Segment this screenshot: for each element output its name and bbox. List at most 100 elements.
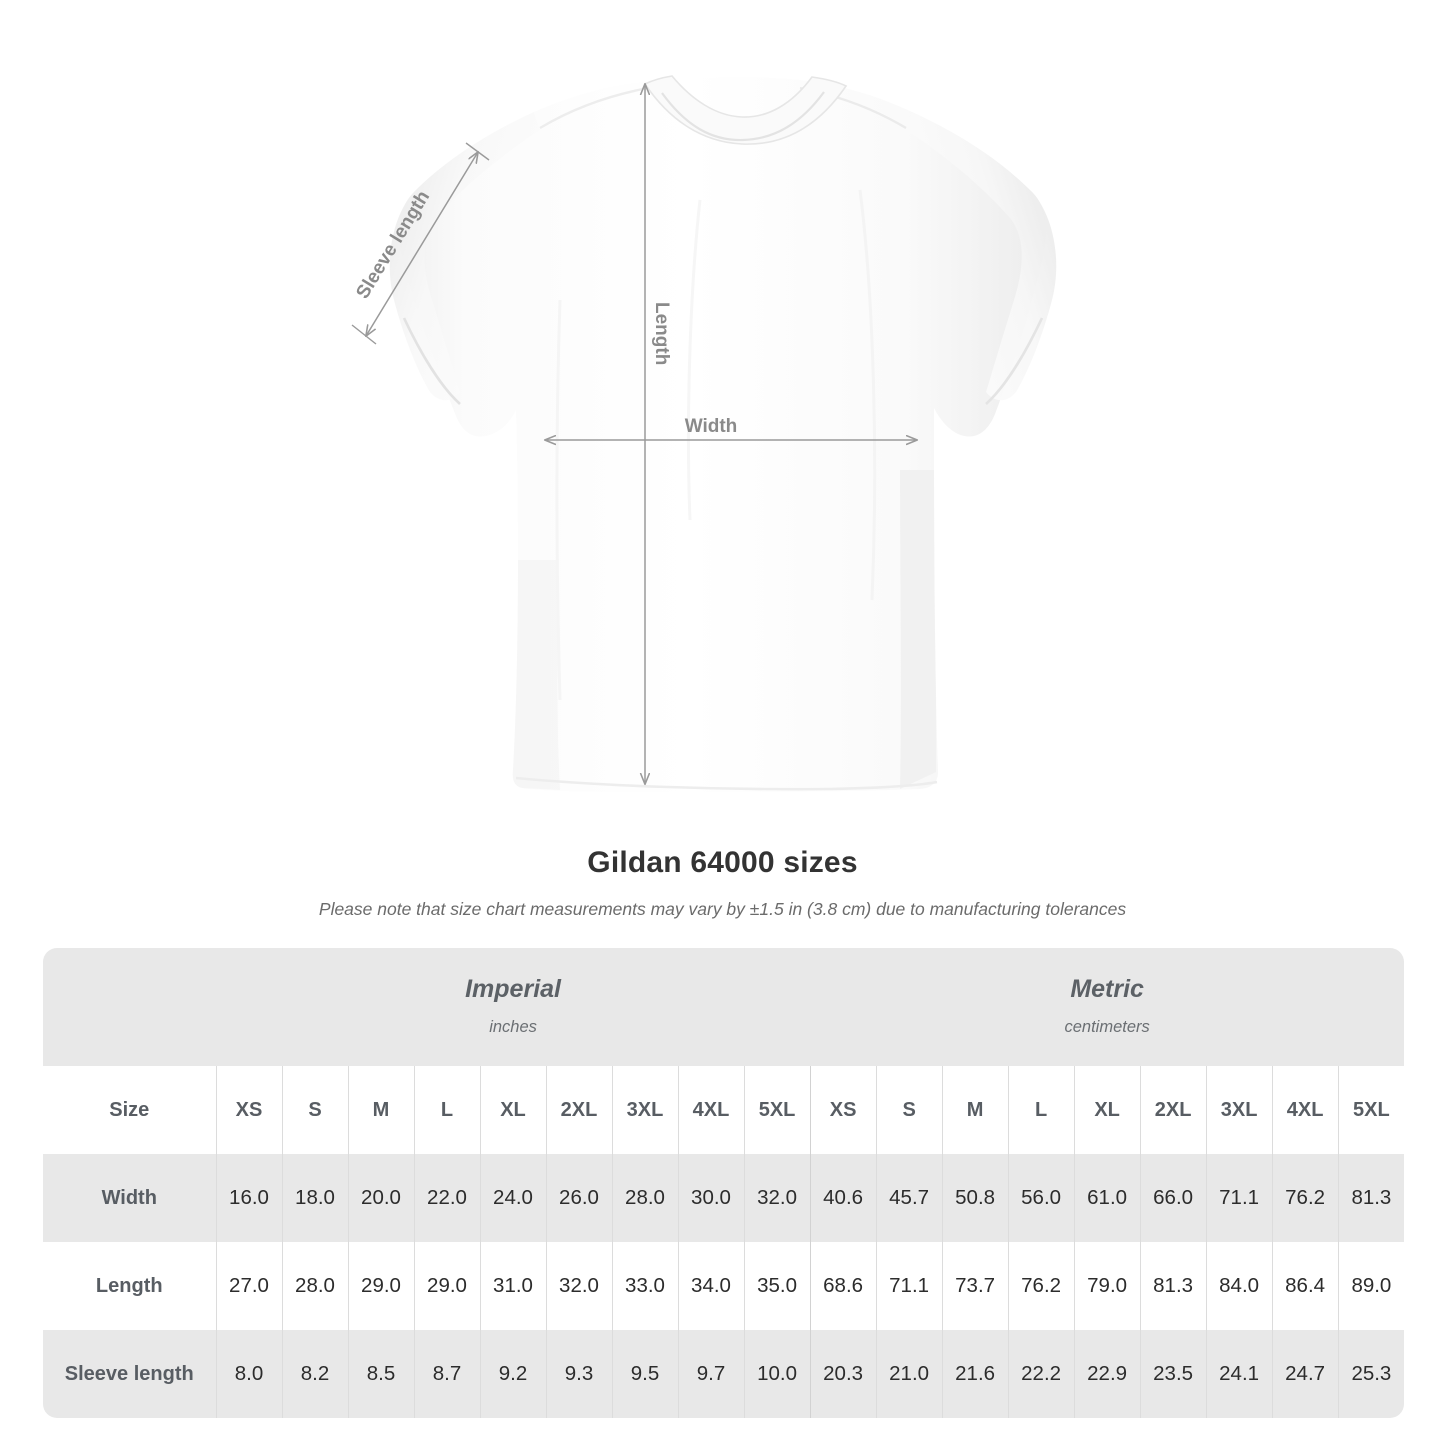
cell-length-imp-xs: 27.0 <box>215 1242 282 1330</box>
tolerance-note: Please note that size chart measurements… <box>318 899 1127 919</box>
table-row: Length 27.0 28.0 29.0 29.0 31.0 32.0 33.… <box>43 1242 1405 1330</box>
cell-sleeve-met-3xl: 24.1 <box>1205 1330 1273 1418</box>
cell-sleeve-imp-s: 8.2 <box>281 1330 348 1418</box>
cell-length-met-xl: 79.0 <box>1073 1242 1141 1330</box>
cell-sleeve-met-2xl: 23.5 <box>1139 1330 1207 1418</box>
metric-title: Metric <box>1070 975 1144 1003</box>
cell-width-met-5xl: 81.3 <box>1337 1154 1405 1242</box>
tshirt-hem <box>515 776 938 791</box>
cell-width-met-4xl: 76.2 <box>1271 1154 1339 1242</box>
col-header-imp-m: M <box>347 1066 414 1154</box>
cell-width-met-l: 56.0 <box>1007 1154 1075 1242</box>
cell-sleeve-met-xl: 22.9 <box>1073 1330 1141 1418</box>
col-header-imp-s: S <box>281 1066 348 1154</box>
col-header-imp-5xl: 5XL <box>743 1066 811 1154</box>
table-row: Sleeve length 8.0 8.2 8.5 8.7 9.2 9.3 9.… <box>43 1330 1405 1418</box>
cell-length-met-5xl: 89.0 <box>1337 1242 1405 1330</box>
col-header-met-3xl: 3XL <box>1205 1066 1273 1154</box>
col-header-imp-2xl: 2XL <box>545 1066 612 1154</box>
cell-length-imp-5xl: 35.0 <box>743 1242 811 1330</box>
cell-length-imp-l: 29.0 <box>413 1242 480 1330</box>
cell-width-met-s: 45.7 <box>875 1154 943 1242</box>
cell-sleeve-imp-xl: 9.2 <box>479 1330 546 1418</box>
cell-width-met-m: 50.8 <box>941 1154 1009 1242</box>
col-header-imp-xl: XL <box>479 1066 546 1154</box>
col-header-met-4xl: 4XL <box>1271 1066 1339 1154</box>
cell-sleeve-imp-xs: 8.0 <box>215 1330 282 1418</box>
tshirt-measurement-diagram: Length Width Sleeve length <box>351 75 1057 793</box>
cell-length-imp-3xl: 33.0 <box>611 1242 678 1330</box>
cell-width-imp-l: 22.0 <box>413 1154 480 1242</box>
col-header-imp-3xl: 3XL <box>611 1066 678 1154</box>
cell-sleeve-imp-5xl: 10.0 <box>743 1330 811 1418</box>
row-label-sleeve-length: Sleeve length <box>43 1330 216 1418</box>
cell-length-met-l: 76.2 <box>1007 1242 1075 1330</box>
cell-length-met-m: 73.7 <box>941 1242 1009 1330</box>
cell-length-met-s: 71.1 <box>875 1242 943 1330</box>
tshirt-body-shape <box>399 77 1047 793</box>
col-header-met-l: L <box>1007 1066 1075 1154</box>
length-label: Length <box>651 302 672 365</box>
col-header-met-5xl: 5XL <box>1337 1066 1405 1154</box>
unit-banner-metric: Metric centimeters <box>810 948 1405 1066</box>
metric-subtitle: centimeters <box>1064 1018 1150 1036</box>
cell-length-met-4xl: 86.4 <box>1271 1242 1339 1330</box>
cell-sleeve-imp-4xl: 9.7 <box>677 1330 744 1418</box>
cell-length-imp-2xl: 32.0 <box>545 1242 612 1330</box>
cell-width-met-xs: 40.6 <box>809 1154 877 1242</box>
table-header-row: Size XS S M L XL 2XL 3XL 4XL 5XL XS S M … <box>43 1066 1405 1154</box>
col-header-met-xl: XL <box>1073 1066 1141 1154</box>
cell-length-imp-s: 28.0 <box>281 1242 348 1330</box>
cell-sleeve-met-m: 21.6 <box>941 1330 1009 1418</box>
col-header-imp-xs: XS <box>215 1066 282 1154</box>
cell-length-imp-xl: 31.0 <box>479 1242 546 1330</box>
unit-banner-row: Imperial inches Metric centimeters <box>43 948 1405 1066</box>
cell-width-imp-4xl: 30.0 <box>677 1154 744 1242</box>
width-label: Width <box>685 416 738 437</box>
row-label-width: Width <box>43 1154 216 1242</box>
cell-sleeve-met-4xl: 24.7 <box>1271 1330 1339 1418</box>
tshirt-collar-inner <box>661 91 825 142</box>
cell-length-met-3xl: 84.0 <box>1205 1242 1273 1330</box>
right-sleeve-hem <box>985 317 1044 405</box>
cell-sleeve-met-5xl: 25.3 <box>1337 1330 1405 1418</box>
cell-width-imp-m: 20.0 <box>347 1154 414 1242</box>
page-title: Gildan 64000 sizes <box>587 846 858 879</box>
cell-width-imp-xs: 16.0 <box>215 1154 282 1242</box>
col-header-met-xs: XS <box>809 1066 877 1154</box>
unit-banner-imperial: Imperial inches <box>216 948 811 1066</box>
cell-sleeve-met-xs: 20.3 <box>809 1330 877 1418</box>
sleeve-length-measure-arrow <box>351 142 490 345</box>
cell-sleeve-met-s: 21.0 <box>875 1330 943 1418</box>
cell-sleeve-imp-2xl: 9.3 <box>545 1330 612 1418</box>
unit-banner-spacer <box>43 948 216 1066</box>
col-header-met-s: S <box>875 1066 943 1154</box>
right-sleeve <box>906 112 1057 401</box>
col-header-imp-4xl: 4XL <box>677 1066 744 1154</box>
cell-width-met-2xl: 66.0 <box>1139 1154 1207 1242</box>
imperial-subtitle: inches <box>489 1018 537 1036</box>
row-header-size: Size <box>43 1066 216 1154</box>
cell-length-met-xs: 68.6 <box>809 1242 877 1330</box>
cell-width-imp-2xl: 26.0 <box>545 1154 612 1242</box>
cell-sleeve-imp-m: 8.5 <box>347 1330 414 1418</box>
imperial-title: Imperial <box>465 975 561 1003</box>
cell-sleeve-imp-l: 8.7 <box>413 1330 480 1418</box>
row-label-length: Length <box>43 1242 216 1330</box>
cell-sleeve-imp-3xl: 9.5 <box>611 1330 678 1418</box>
col-header-imp-l: L <box>413 1066 480 1154</box>
cell-width-imp-5xl: 32.0 <box>743 1154 811 1242</box>
cell-length-imp-4xl: 34.0 <box>677 1242 744 1330</box>
cell-width-imp-3xl: 28.0 <box>611 1154 678 1242</box>
size-chart-table-wrap: Imperial inches Metric centimeters Size … <box>43 948 1405 1418</box>
cell-length-met-2xl: 81.3 <box>1139 1242 1207 1330</box>
cell-length-imp-m: 29.0 <box>347 1242 414 1330</box>
col-header-met-m: M <box>941 1066 1009 1154</box>
cell-width-imp-xl: 24.0 <box>479 1154 546 1242</box>
cell-width-imp-s: 18.0 <box>281 1154 348 1242</box>
col-header-met-2xl: 2XL <box>1139 1066 1207 1154</box>
size-chart-table: Imperial inches Metric centimeters Size … <box>43 948 1405 1418</box>
cell-width-met-3xl: 71.1 <box>1205 1154 1273 1242</box>
cell-sleeve-met-l: 22.2 <box>1007 1330 1075 1418</box>
table-row: Width 16.0 18.0 20.0 22.0 24.0 26.0 28.0… <box>43 1154 1405 1242</box>
